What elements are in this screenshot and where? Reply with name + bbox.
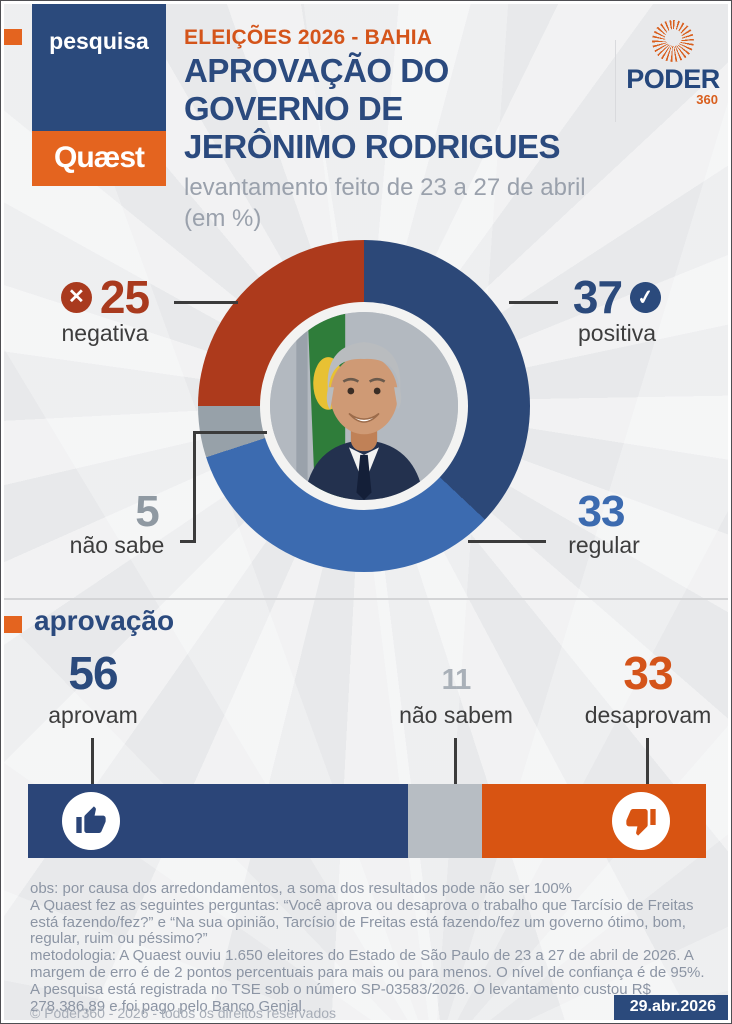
nao-sabe-value: 5 (135, 487, 159, 536)
page-title: APROVAÇÃO DO GOVERNO DE JERÔNIMO RODRIGU… (184, 52, 561, 165)
footnote-obs: obs: por causa dos arredondamentos, a so… (30, 880, 573, 897)
infographic-canvas: pesquisa Quæst ELEIÇÕES 2026 - BAHIA APR… (4, 4, 728, 1020)
leader-desaprovam (646, 738, 649, 786)
thumbs-up-icon (62, 792, 120, 850)
nao-sabe-label: não sabe (69, 532, 165, 558)
subtitle-line1: levantamento feito de 23 a 27 de abril (184, 174, 586, 201)
footnotes: obs: por causa dos arredondamentos, a so… (30, 880, 712, 1015)
subtitle-line2: (em %) (184, 205, 262, 232)
connector-nao-sabe-c (193, 431, 267, 434)
x-circle-icon: ✕ (60, 281, 92, 313)
donut-hole (260, 302, 468, 510)
poder360-spiral-icon (652, 20, 694, 62)
desaprovam-value: 33 (623, 647, 673, 699)
footnote-questions: A Quaest fez as seguintes perguntas: “Vo… (30, 896, 694, 948)
negativa-value: 25 (99, 271, 150, 323)
poder360-sub: 360 (696, 92, 718, 107)
callout-negativa: ✕ 25 negativa (42, 274, 168, 346)
connector-positiva (509, 301, 558, 304)
poder360-wordmark: PODER (626, 64, 720, 94)
aprovam-value: 56 (68, 647, 118, 699)
footnote-methodology: metodologia: A Quaest ouviu 1.650 eleito… (30, 947, 705, 1015)
callout-positiva: 37 ✓ positiva (552, 274, 682, 346)
aprovam-label: aprovam (48, 702, 138, 728)
connector-regular (468, 540, 546, 543)
approval-bar (28, 784, 706, 858)
leader-aprovam (91, 738, 94, 786)
approval-heading: aprovação (34, 605, 175, 636)
regular-label: regular (568, 532, 640, 558)
poder360-logo: PODER 360 (620, 20, 726, 107)
date-badge: 29.abr.2026 (613, 995, 728, 1020)
section-divider (4, 598, 728, 600)
check-circle-icon: ✓ (628, 279, 664, 315)
quaest-logo: Quæst (32, 131, 166, 186)
pesquisa-tag: pesquisa (32, 4, 166, 131)
positiva-label: positiva (578, 320, 656, 346)
nao-sabem-value: 11 (441, 664, 472, 696)
nao-sabem-label: não sabem (399, 702, 513, 728)
leader-nao-sabem (454, 738, 457, 786)
positiva-value: 37 (572, 271, 623, 323)
connector-nao-sabe-a (180, 540, 196, 543)
donut-chart (198, 240, 530, 572)
desaprovam-label: desaprovam (584, 702, 712, 728)
kicker: ELEIÇÕES 2026 - BAHIA (184, 26, 433, 49)
header-divider (615, 40, 616, 122)
connector-nao-sabe-b (193, 431, 196, 543)
thumbs-down-icon (612, 792, 670, 850)
corner-accent-tab (4, 29, 22, 45)
copyright: © Poder360 - 2026 - todos os direitos re… (30, 1005, 337, 1020)
bar-segment-nao-sabem (407, 784, 483, 858)
connector-negativa (174, 301, 238, 304)
approval-bullet (4, 616, 22, 633)
regular-value: 33 (577, 487, 626, 536)
jeronimo-rodrigues-photo (270, 312, 458, 500)
subtitle: levantamento feito de 23 a 27 de abril (… (184, 172, 614, 234)
negativa-label: negativa (61, 320, 149, 346)
portrait-illustration (270, 312, 458, 500)
bar-segment-desaprovam (482, 784, 706, 858)
